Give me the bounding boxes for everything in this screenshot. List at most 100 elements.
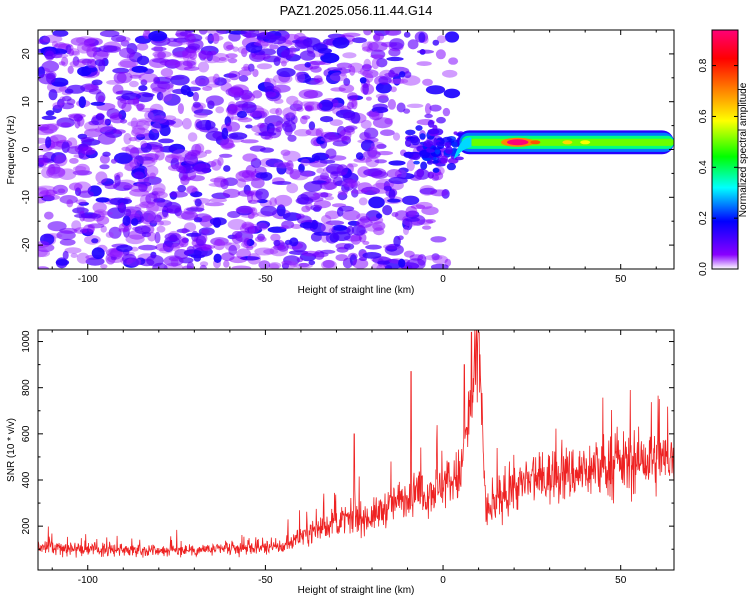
noise-blob [98, 45, 118, 53]
noise-blob [273, 239, 281, 247]
noise-blob [206, 76, 219, 83]
noise-blob [53, 154, 68, 167]
noise-blob [124, 208, 132, 217]
noise-blob [230, 84, 249, 96]
noise-blob [204, 202, 225, 207]
noise-blob [138, 182, 148, 192]
noise-blob [189, 50, 198, 61]
noise-blob [448, 57, 459, 65]
noise-blob [59, 238, 76, 246]
noise-blob [60, 122, 72, 128]
noise-blob [195, 119, 216, 131]
noise-blob [211, 53, 230, 63]
noise-blob [73, 165, 87, 172]
noise-blob [275, 107, 283, 116]
noise-blob [78, 190, 94, 198]
noise-blob [38, 246, 48, 258]
noise-blob [137, 55, 150, 66]
noise-blob [99, 164, 110, 170]
noise-blob [442, 69, 458, 78]
noise-blob [435, 49, 446, 60]
noise-blob [177, 103, 184, 115]
noise-blob [316, 136, 325, 145]
noise-blob [146, 254, 164, 267]
noise-blob [129, 158, 141, 169]
noise-blob [138, 72, 158, 83]
noise-blob [159, 220, 172, 226]
x-tick-label: 50 [615, 274, 627, 285]
noise-blob [368, 196, 385, 209]
noise-blob [145, 193, 158, 205]
noise-blob [187, 43, 201, 50]
noise-blob [197, 61, 210, 73]
noise-blob [359, 66, 369, 76]
noise-blob [245, 124, 253, 129]
colorbar: 0.0 0.2 0.4 0.6 0.8 Normalized spectral ampl… [698, 29, 749, 276]
noise-blob [325, 148, 337, 159]
noise-blob [436, 116, 446, 124]
noise-blob [186, 186, 197, 194]
noise-blob [241, 92, 255, 102]
noise-blob [50, 152, 67, 164]
noise-blob [231, 265, 252, 269]
noise-blob [157, 51, 167, 59]
noise-blob [236, 110, 248, 119]
noise-blob [336, 164, 349, 176]
noise-blob [310, 204, 323, 211]
noise-blob [269, 108, 280, 115]
noise-blob [149, 172, 156, 180]
noise-blob [48, 163, 61, 175]
turbulent-blob [426, 149, 435, 153]
noise-blob [282, 150, 301, 162]
noise-blob [359, 77, 367, 84]
noise-blob [223, 165, 231, 172]
noise-blob [320, 222, 334, 234]
noise-blob [171, 155, 182, 160]
turbulent-blob [451, 141, 460, 148]
noise-blob [159, 145, 178, 153]
noise-blob [335, 254, 349, 262]
noise-blob [283, 255, 300, 266]
noise-blob [389, 38, 405, 50]
snr-series-line [38, 330, 674, 558]
noise-blob [67, 65, 74, 74]
noise-blob [52, 184, 68, 195]
noise-blob [129, 183, 147, 193]
noise-blob [207, 33, 214, 44]
noise-blob [270, 233, 281, 242]
noise-blob [180, 85, 191, 96]
noise-blob [241, 47, 248, 58]
noise-blob [99, 126, 117, 135]
noise-blob [180, 175, 190, 186]
noise-blob [114, 174, 121, 187]
turbulent-blob [440, 155, 449, 164]
noise-blob [380, 129, 395, 136]
noise-blob [398, 258, 406, 268]
noise-blob [151, 115, 168, 124]
noise-blob [211, 159, 222, 171]
noise-blob [108, 226, 122, 239]
noise-blob [38, 126, 49, 131]
noise-blob [220, 139, 235, 151]
noise-blob [204, 149, 212, 154]
noise-blob [182, 48, 196, 59]
noise-blob [219, 153, 233, 158]
noise-blob [258, 260, 271, 269]
noise-blob [156, 91, 164, 101]
noise-blob [319, 181, 338, 190]
noise-blob [348, 163, 358, 168]
noise-blob [238, 75, 249, 82]
noise-blob [96, 215, 110, 225]
noise-blob [386, 56, 404, 62]
noise-blob [134, 35, 152, 44]
noise-blob [442, 107, 451, 117]
noise-blob [77, 42, 91, 54]
colorbar-ticks: 0.0 0.2 0.4 0.6 0.8 [698, 58, 738, 276]
noise-blob [48, 89, 58, 101]
noise-blob [235, 205, 256, 214]
noise-blob [306, 170, 313, 177]
y-tick-label: 20 [21, 48, 32, 60]
noise-blob [235, 100, 249, 108]
noise-blob [273, 57, 281, 66]
